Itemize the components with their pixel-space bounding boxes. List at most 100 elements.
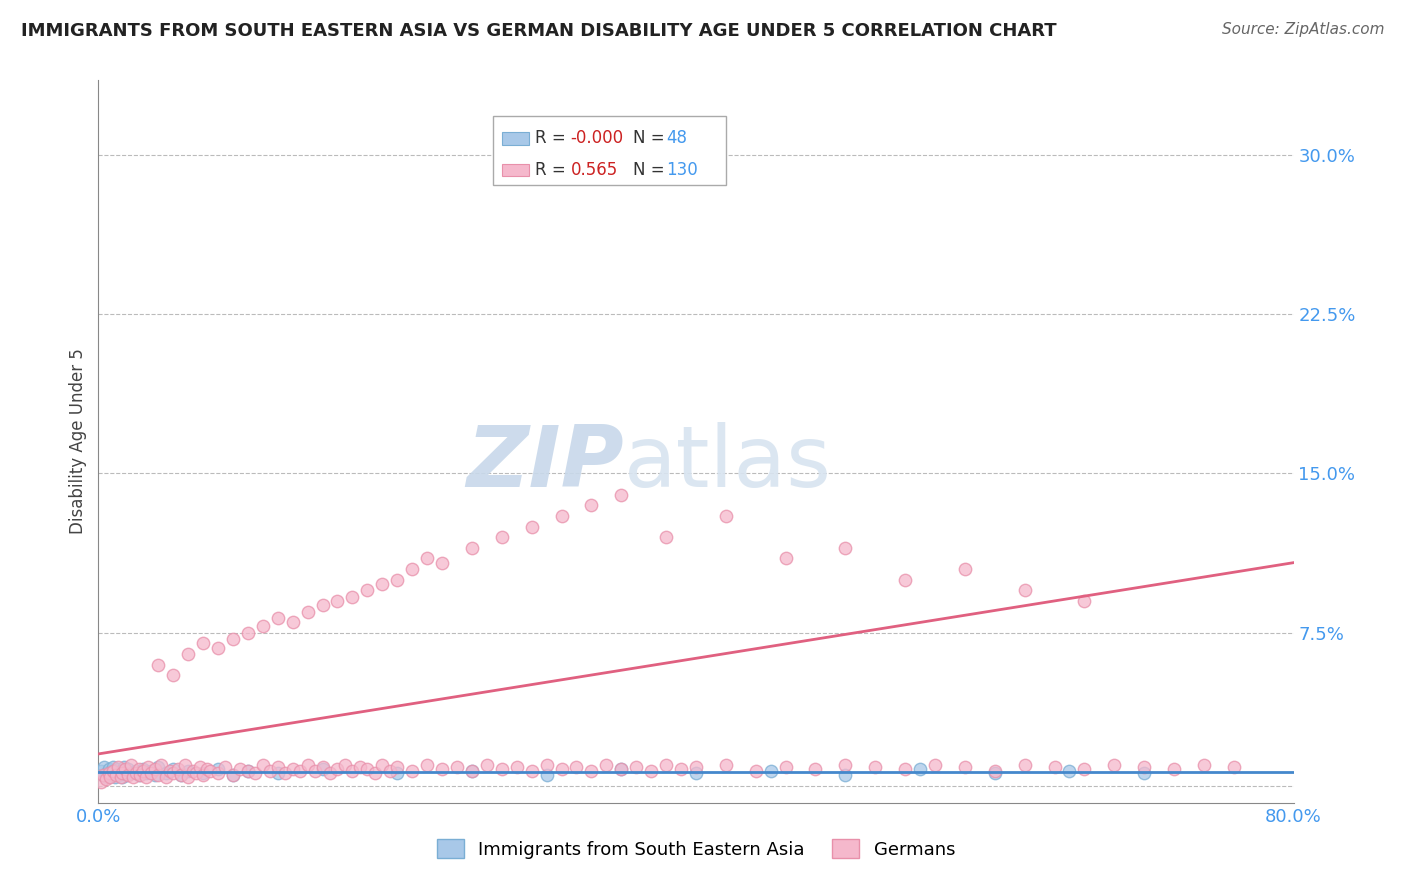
Point (93, 760, 115, 774)
Point (177, 764, 200, 778)
Point (319, 766, 342, 780)
Point (191, 768, 214, 782)
Point (267, 760, 290, 774)
Point (162, 766, 184, 780)
Point (125, 764, 148, 778)
Point (90, 774, 112, 789)
Point (98, 768, 122, 782)
Point (267, 611, 290, 625)
Bar (502, 132, 529, 145)
Point (378, 764, 401, 778)
Point (128, 768, 150, 782)
Point (139, 766, 162, 780)
Point (117, 768, 139, 782)
Point (655, 530, 678, 544)
Point (506, 760, 529, 774)
Text: 0.565: 0.565 (571, 161, 617, 179)
Point (143, 768, 166, 782)
Point (120, 766, 142, 780)
Point (103, 764, 125, 778)
Point (401, 562, 423, 576)
Point (107, 760, 129, 774)
Point (120, 757, 142, 772)
Point (304, 764, 326, 778)
Point (162, 668, 184, 682)
Y-axis label: Disability Age Under 5: Disability Age Under 5 (69, 349, 87, 534)
Point (132, 764, 155, 778)
Text: atlas: atlas (624, 422, 832, 505)
Bar (502, 163, 529, 177)
Point (430, 762, 453, 776)
Point (184, 766, 207, 780)
Point (775, 551, 797, 566)
Point (98, 770, 122, 784)
Point (401, 764, 423, 778)
Text: N =: N = (633, 129, 669, 147)
Point (191, 636, 214, 650)
Point (894, 762, 917, 776)
Point (804, 762, 827, 776)
Point (150, 757, 173, 772)
Point (174, 757, 197, 772)
Point (229, 762, 252, 776)
Point (834, 768, 856, 782)
Point (626, 760, 648, 774)
Text: 130: 130 (666, 161, 697, 179)
Point (1059, 764, 1081, 778)
Point (520, 519, 543, 533)
Point (125, 766, 148, 780)
Point (610, 488, 633, 502)
Point (107, 762, 129, 776)
Point (159, 764, 181, 778)
Point (775, 760, 797, 774)
Point (924, 757, 946, 772)
Point (188, 760, 211, 774)
Point (94, 772, 117, 787)
Point (166, 762, 188, 776)
Point (101, 764, 124, 778)
Point (333, 757, 356, 772)
Point (342, 764, 364, 778)
Point (94, 770, 117, 784)
Point (105, 768, 128, 782)
Point (139, 764, 162, 778)
Point (1133, 766, 1156, 780)
Point (222, 632, 245, 647)
Point (446, 760, 468, 774)
Point (1163, 762, 1185, 776)
Point (177, 647, 200, 661)
Point (1014, 583, 1036, 598)
Point (385, 573, 409, 587)
Legend: Immigrants from South Eastern Asia, Germans: Immigrants from South Eastern Asia, Germ… (430, 832, 962, 866)
Point (288, 764, 311, 778)
Point (214, 760, 236, 774)
Point (1223, 760, 1246, 774)
Point (461, 764, 484, 778)
Point (162, 762, 184, 776)
Point (103, 760, 125, 774)
Point (135, 766, 157, 780)
Point (132, 762, 155, 776)
Point (155, 766, 177, 780)
Point (311, 598, 333, 612)
Point (177, 770, 200, 784)
Point (121, 770, 143, 784)
Point (356, 583, 378, 598)
Point (128, 762, 150, 776)
Point (148, 760, 170, 774)
Point (110, 770, 132, 784)
Point (536, 757, 558, 772)
Point (200, 764, 222, 778)
Point (236, 625, 259, 640)
Point (834, 757, 856, 772)
Point (536, 768, 558, 782)
Point (953, 562, 976, 576)
Point (1014, 757, 1036, 772)
Point (550, 762, 572, 776)
Text: R =: R = (534, 129, 571, 147)
Point (97, 766, 120, 780)
Point (207, 640, 229, 655)
Point (491, 762, 513, 776)
Point (550, 508, 572, 523)
Point (984, 766, 1007, 780)
